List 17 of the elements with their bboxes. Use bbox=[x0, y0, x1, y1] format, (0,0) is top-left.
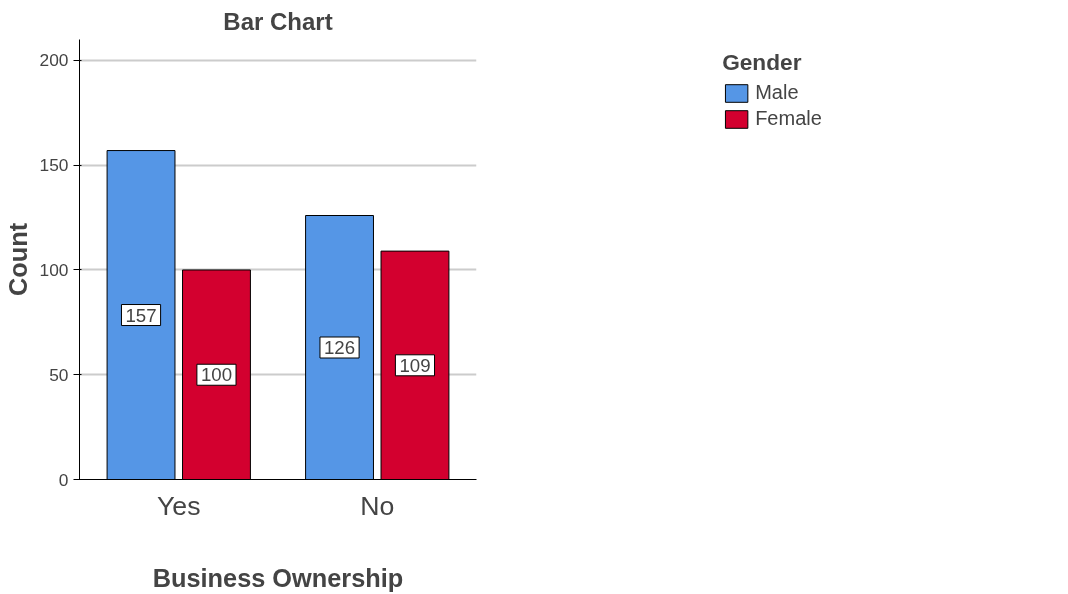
y-tick-label: 100 bbox=[39, 259, 69, 280]
legend-title: Gender bbox=[722, 49, 803, 76]
y-tick-label: 150 bbox=[39, 155, 69, 176]
y-axis-title: Count bbox=[3, 222, 32, 297]
x-axis-title: Business Ownership bbox=[152, 563, 404, 592]
data-label: 157 bbox=[125, 304, 157, 326]
x-tick-label: No bbox=[360, 490, 395, 521]
chart-title: Bar Chart bbox=[223, 7, 333, 35]
data-label: 126 bbox=[323, 337, 356, 358]
y-tick-label: 50 bbox=[49, 364, 69, 385]
legend-label: Female bbox=[755, 107, 822, 130]
data-label: 100 bbox=[200, 364, 233, 386]
y-tick-label: 0 bbox=[58, 469, 69, 490]
data-label: 109 bbox=[399, 354, 431, 376]
x-tick-label: Yes bbox=[157, 490, 201, 521]
y-tick-label: 200 bbox=[39, 50, 69, 71]
legend-label: Male bbox=[755, 81, 799, 104]
